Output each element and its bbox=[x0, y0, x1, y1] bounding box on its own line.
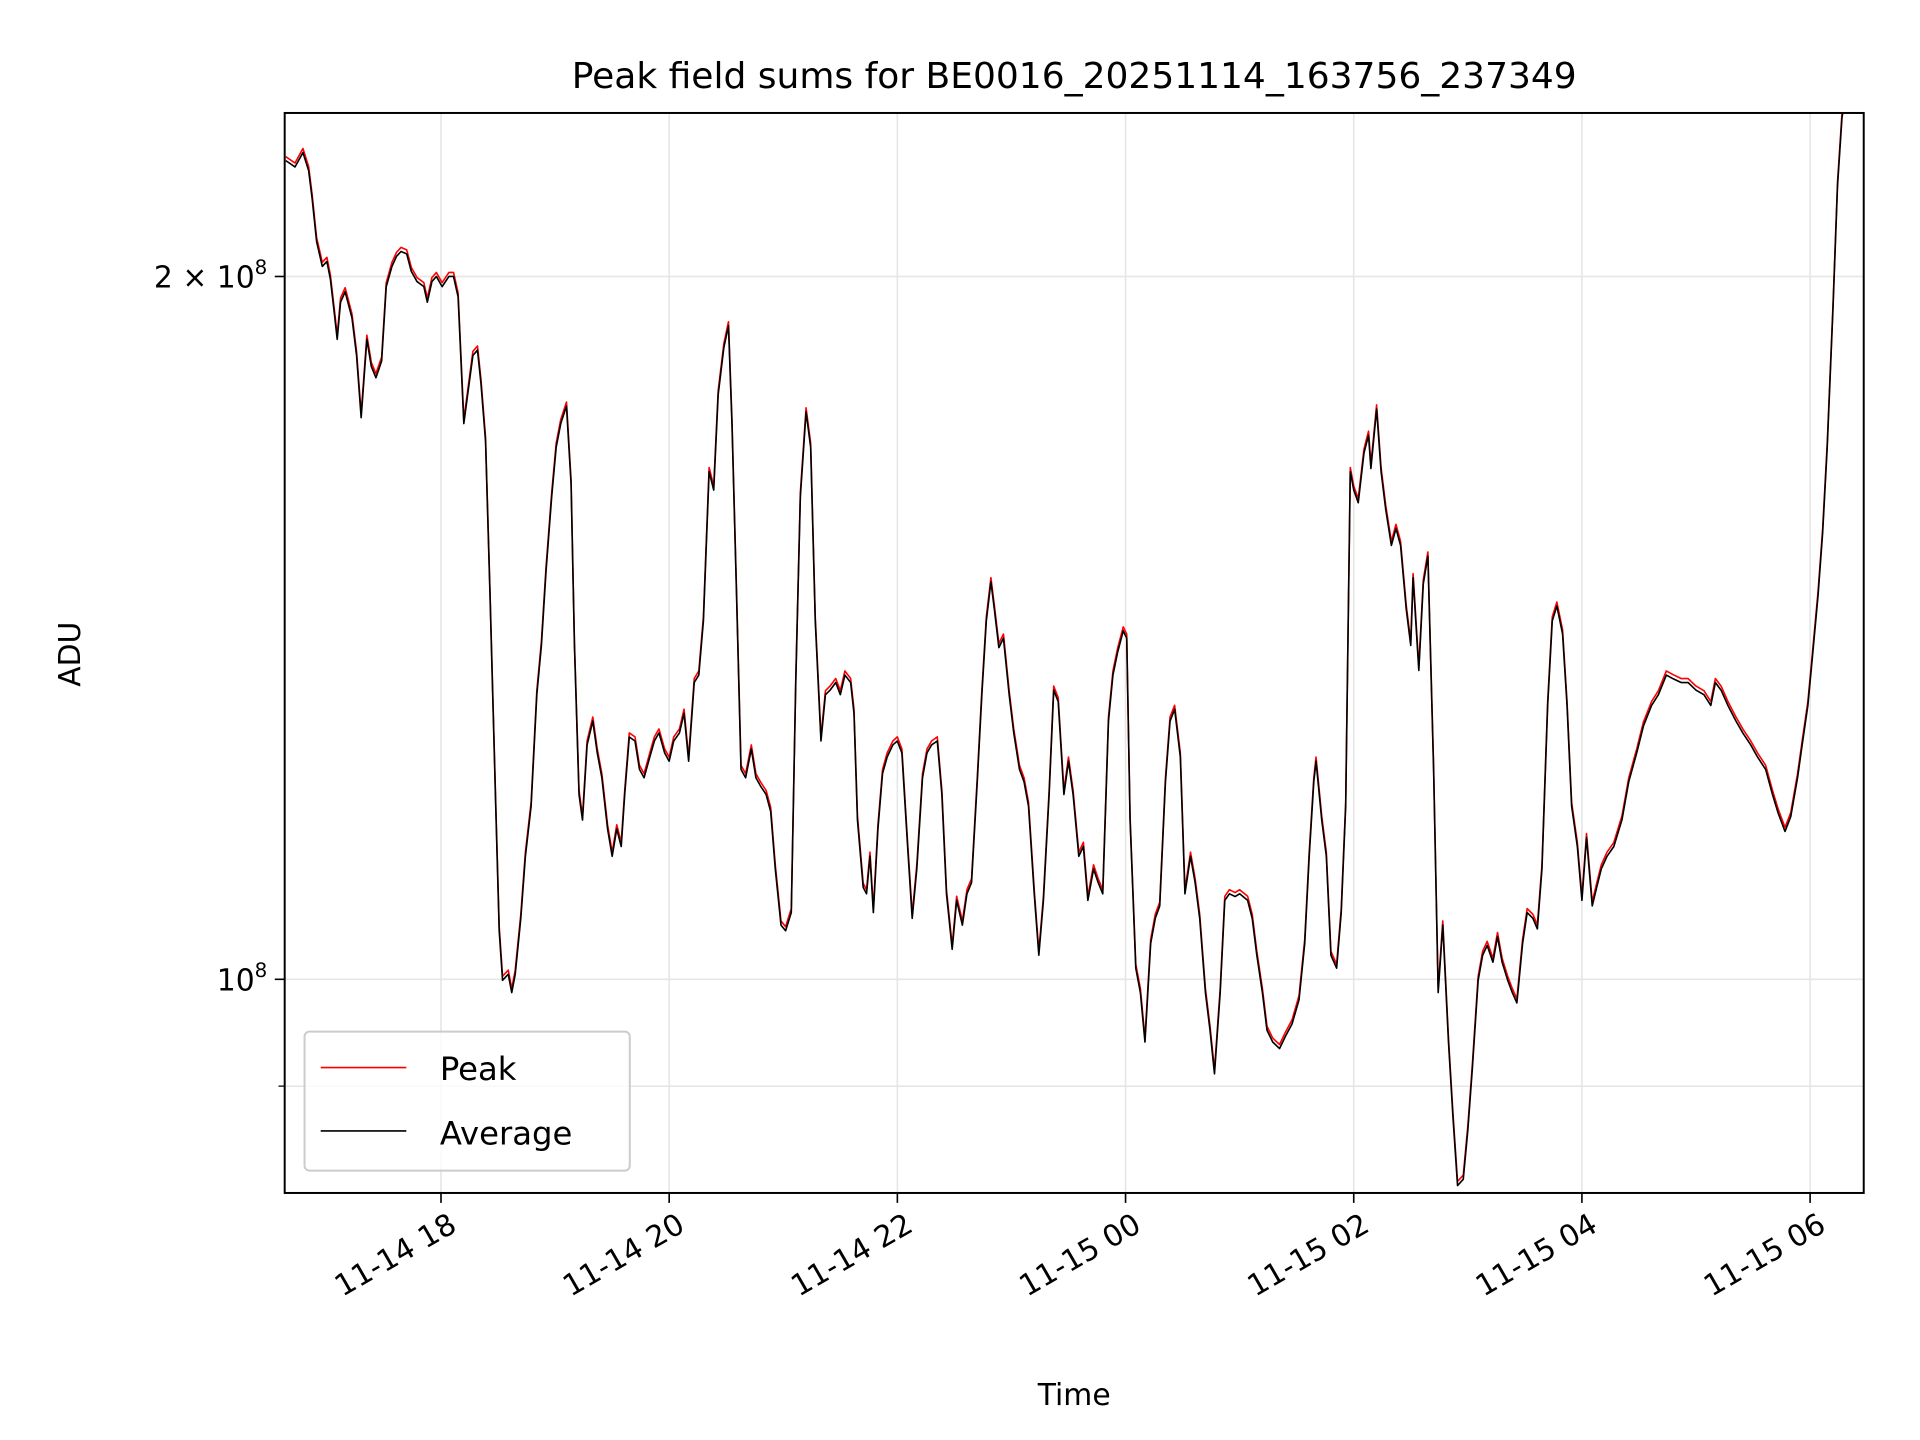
grid-lines bbox=[284, 112, 1864, 1193]
legend: Peak Average bbox=[303, 1030, 631, 1172]
series-line-average bbox=[285, 112, 1844, 1187]
x-tick-label: 11-15 02 bbox=[1242, 1207, 1375, 1304]
x-tick-label: 11-14 22 bbox=[785, 1207, 918, 1304]
y-tick-label: 108 bbox=[217, 959, 268, 999]
legend-label-average: Average bbox=[440, 1115, 573, 1153]
x-tick-label: 11-14 20 bbox=[557, 1207, 690, 1304]
y-axis: 108 2 × 108 bbox=[154, 256, 285, 1087]
legend-box bbox=[303, 1030, 631, 1172]
x-tick-label: 11-15 00 bbox=[1013, 1207, 1146, 1304]
x-tick-label: 11-15 06 bbox=[1698, 1207, 1831, 1304]
series-line-peak bbox=[285, 112, 1843, 1183]
chart-title: Peak field sums for BE0016_20251114_1637… bbox=[572, 56, 1577, 97]
x-axis-label: Time bbox=[1037, 1378, 1111, 1413]
plot-frame bbox=[283, 111, 1865, 1194]
y-axis-label: ADU bbox=[53, 622, 88, 687]
legend-label-peak: Peak bbox=[440, 1050, 517, 1088]
x-tick-label: 11-15 04 bbox=[1470, 1207, 1603, 1304]
x-tick-label: 11-14 18 bbox=[329, 1207, 462, 1304]
plot-lines bbox=[285, 112, 1844, 1187]
y-tick-label: 2 × 108 bbox=[154, 256, 267, 296]
x-axis: 11-14 18 11-14 20 11-14 22 11-15 00 11-15 02… bbox=[329, 1192, 1831, 1304]
